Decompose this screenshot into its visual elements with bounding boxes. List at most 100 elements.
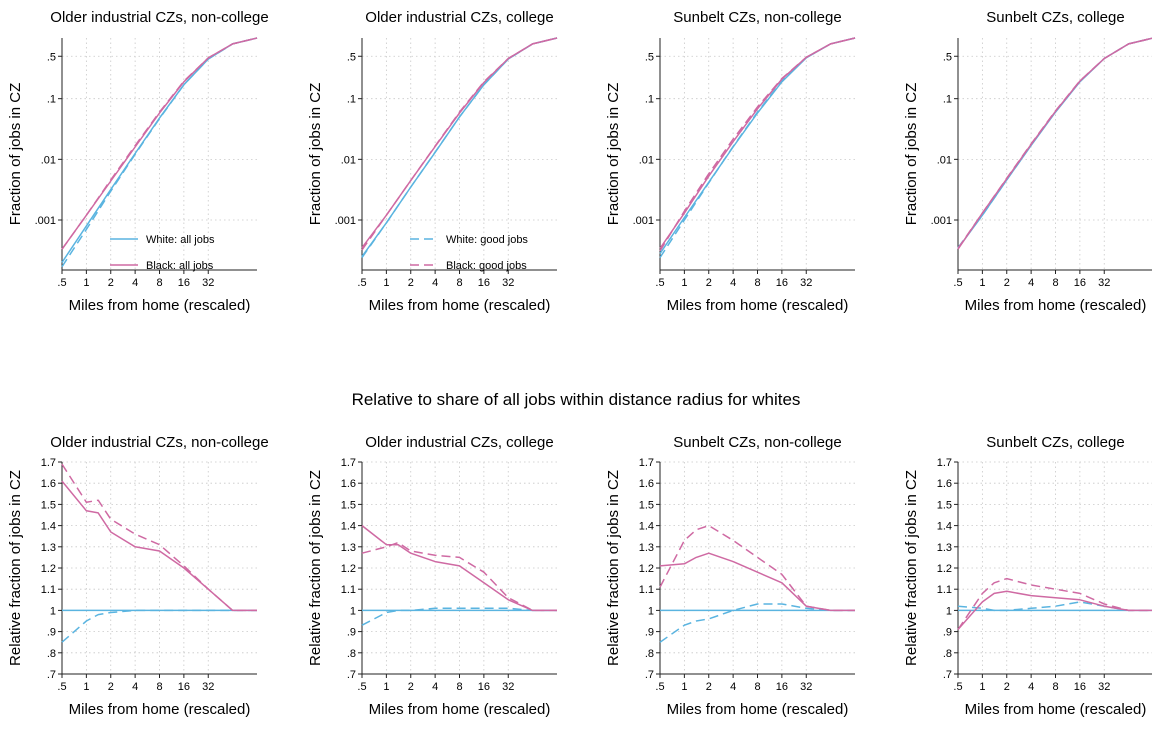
y-tick-label: 1.3 — [937, 542, 952, 554]
series-line-white-good-jobs — [659, 603, 855, 643]
y-tick-label: .7 — [47, 669, 56, 681]
panel-title: Sunbelt CZs, college — [986, 9, 1124, 26]
y-tick-label: 1.3 — [639, 542, 654, 554]
panel-title: Older industrial CZs, college — [365, 9, 553, 26]
x-tick-label: 32 — [202, 681, 214, 693]
panel-title: Sunbelt CZs, non-college — [673, 434, 841, 451]
x-tick-label: 32 — [800, 277, 812, 289]
legend-label: Black: all jobs — [146, 260, 214, 272]
y-tick-label: .7 — [645, 669, 654, 681]
panel-title: Older industrial CZs, college — [365, 434, 553, 451]
x-tick-label: 8 — [754, 277, 760, 289]
x-tick-label: 4 — [132, 681, 138, 693]
y-tick-label: .9 — [47, 627, 56, 639]
x-tick-label: 2 — [108, 277, 114, 289]
panel-title: Older industrial CZs, non-college — [50, 9, 268, 26]
series-line-black-all-jobs — [659, 552, 855, 612]
x-tick-label: 8 — [754, 681, 760, 693]
legend: White: good jobs Black: good jobs — [410, 234, 528, 272]
x-tick-label: 4 — [730, 277, 736, 289]
x-tick-label: 32 — [800, 681, 812, 693]
y-tick-label: 1.3 — [341, 542, 356, 554]
y-tick-label: 1.6 — [341, 478, 356, 490]
y-tick-label: 1.6 — [41, 478, 56, 490]
x-tick-label: 1 — [979, 277, 985, 289]
series-line-white-all-jobs — [957, 37, 1152, 249]
y-tick-label: 1.4 — [341, 521, 356, 533]
x-tick-label: .5 — [357, 277, 366, 289]
y-tick-label: .01 — [341, 154, 356, 166]
x-tick-label: 32 — [1098, 681, 1110, 693]
x-tick-label: 4 — [432, 277, 438, 289]
y-tick-label: 1 — [946, 605, 952, 617]
x-tick-label: 8 — [456, 681, 462, 693]
y-tick-label: 1.5 — [341, 499, 356, 511]
x-axis-label: Miles from home (rescaled) — [69, 297, 251, 314]
y-tick-label: .8 — [347, 648, 356, 660]
x-tick-label: 16 — [478, 277, 490, 289]
x-tick-label: 16 — [178, 277, 190, 289]
x-tick-label: 4 — [1028, 681, 1034, 693]
y-tick-label: 1.7 — [41, 457, 56, 469]
x-tick-label: 16 — [478, 681, 490, 693]
y-tick-label: .7 — [943, 669, 952, 681]
x-tick-label: 4 — [132, 277, 138, 289]
y-tick-label: .001 — [35, 215, 56, 227]
x-tick-label: 8 — [1052, 681, 1058, 693]
x-tick-label: 16 — [776, 277, 788, 289]
y-tick-label: .8 — [47, 648, 56, 660]
x-tick-label: 1 — [979, 681, 985, 693]
x-axis-label: Miles from home (rescaled) — [369, 701, 551, 718]
series-line-black-all-jobs — [957, 37, 1152, 250]
y-tick-label: .001 — [931, 215, 952, 227]
legend: White: all jobs Black: all jobs — [110, 234, 215, 272]
y-tick-label: 1 — [350, 605, 356, 617]
panel-title: Sunbelt CZs, non-college — [673, 9, 841, 26]
x-tick-label: 4 — [432, 681, 438, 693]
series-line-black-good-jobs — [659, 524, 855, 612]
y-tick-label: 1.5 — [639, 499, 654, 511]
y-tick-label: .8 — [943, 648, 952, 660]
x-tick-label: 8 — [156, 277, 162, 289]
y-tick-label: 1.1 — [341, 584, 356, 596]
panel-title: Older industrial CZs, non-college — [50, 434, 268, 451]
y-axis-label: Relative fraction of jobs in CZ — [903, 470, 920, 666]
y-tick-label: .1 — [47, 94, 56, 106]
y-tick-label: 1.2 — [937, 563, 952, 575]
chart-panel-2: .5 1 2 4 8 16 32 .001 .01 .1 .5 Sunbelt CZs, non-co… — [605, 9, 856, 314]
y-tick-label: 1.4 — [41, 521, 56, 533]
chart-panel-1: .5 1 2 4 8 16 32 .001 .01 .1 .5 Older industrial CZ… — [307, 9, 558, 314]
y-tick-label: .01 — [639, 154, 654, 166]
x-axis-label: Miles from home (rescaled) — [667, 297, 849, 314]
x-tick-label: 32 — [1098, 277, 1110, 289]
y-tick-label: .01 — [937, 154, 952, 166]
x-tick-label: 1 — [681, 277, 687, 289]
y-tick-label: 1.6 — [937, 478, 952, 490]
y-axis-label: Fraction of jobs in CZ — [7, 83, 24, 226]
y-tick-label: .5 — [943, 51, 952, 63]
legend-label: White: good jobs — [446, 234, 528, 246]
x-tick-label: 32 — [502, 681, 514, 693]
series-line-white-good-jobs — [361, 607, 557, 626]
y-tick-label: 1.4 — [639, 521, 654, 533]
y-tick-label: .7 — [347, 669, 356, 681]
chart-panel-0: .5 1 2 4 8 16 32 .001 .01 .1 .5 Older industrial CZ… — [7, 9, 269, 314]
x-axis-label: Miles from home (rescaled) — [369, 297, 551, 314]
series-line-black-good-jobs — [361, 541, 557, 612]
y-tick-label: .01 — [41, 154, 56, 166]
legend-label: Black: good jobs — [446, 260, 527, 272]
x-tick-label: 2 — [1004, 681, 1010, 693]
series-line-white-good-jobs — [957, 37, 1152, 249]
chart-panel-7: .5 1 2 4 8 16 32 .7 .8 .9 1 1.1 1.2 1.3 1.4 1.5 1.6 1.7 Su… — [903, 434, 1152, 718]
y-tick-label: 1.2 — [341, 563, 356, 575]
series-line-black-all-jobs — [957, 590, 1152, 630]
x-tick-label: .5 — [357, 681, 366, 693]
x-tick-label: 2 — [108, 681, 114, 693]
series-line-black-good-jobs — [659, 37, 856, 252]
y-tick-label: 1.2 — [639, 563, 654, 575]
y-tick-label: 1.5 — [41, 499, 56, 511]
x-tick-label: 32 — [502, 277, 514, 289]
x-tick-label: 2 — [706, 277, 712, 289]
x-tick-label: 16 — [178, 681, 190, 693]
